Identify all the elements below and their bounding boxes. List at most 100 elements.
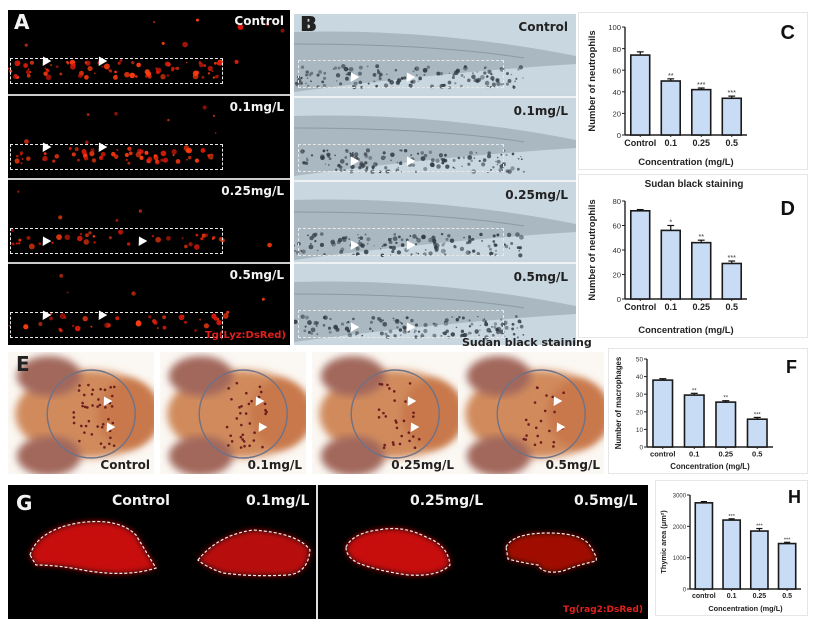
- region-of-interest-box: [298, 144, 504, 172]
- neutrophil-fluorescence: [7, 18, 285, 81]
- neutrophil-fluorescence: [8, 273, 265, 333]
- x-tick-label: 0.1: [727, 593, 737, 600]
- significance-marker: ***: [728, 88, 737, 97]
- g-cond-01: 0.1mg/L: [246, 493, 310, 509]
- y-tick-label: 60: [613, 66, 622, 75]
- significance-marker: **: [698, 232, 704, 241]
- larva-head-stain: [319, 356, 458, 474]
- g-cond-05: 0.5mg/L: [574, 493, 638, 509]
- bar: [722, 519, 742, 590]
- y-tick-label: 1000: [673, 556, 687, 562]
- y-tick-label: 0: [683, 587, 687, 593]
- y-tick-label: 80: [613, 197, 622, 206]
- neutrophil-fluorescence: [14, 105, 217, 165]
- a-condition-label: Control: [234, 14, 284, 28]
- significance-marker: ***: [697, 80, 706, 89]
- panel-b-row: 0.5mg/L: [293, 262, 576, 342]
- thymus-025: [345, 527, 451, 576]
- bar: [690, 241, 712, 300]
- bar: [715, 401, 737, 448]
- bar: [746, 418, 768, 448]
- a-condition-label: 0.5mg/L: [229, 268, 284, 282]
- x-axis-label: Concentration (mg/L): [708, 604, 783, 613]
- b-condition-label: 0.25mg/L: [505, 188, 568, 202]
- bar: [694, 502, 714, 590]
- panel-a-row: Control: [7, 10, 290, 92]
- panel-e-image: 0.25mg/L: [312, 352, 458, 474]
- chart-c: 0 20 40 60 80 100 Control ** 0.1 *** 0.25 *** 0.5 Con…: [578, 12, 808, 170]
- panel-a-label: A: [14, 10, 30, 34]
- x-tick-label: 0.5: [725, 138, 738, 148]
- region-of-interest-box: [298, 228, 504, 256]
- y-tick-label: 3000: [673, 493, 687, 499]
- panel-b-row: Control: [293, 14, 576, 94]
- thymus-control: [29, 520, 157, 574]
- chart-d-svg: 0 20 40 60 80 Control * 0.1 ** 0.25 *** 0.5 Concentr…: [587, 179, 795, 336]
- panel-label: C: [781, 22, 795, 44]
- panel-b-row: 0.25mg/L: [293, 180, 576, 260]
- significance-marker: *: [669, 218, 672, 227]
- panel-g: G Control 0.1mg/L 0.25mg/L 0.5mg/L Tg(ra…: [8, 485, 648, 619]
- bar: [749, 530, 769, 590]
- x-tick-label: 0.1: [664, 302, 677, 312]
- thymus-05: [505, 532, 597, 573]
- panel-g-divider: [316, 485, 318, 619]
- y-axis-label: Thymic area (μm²): [659, 510, 668, 574]
- panel-label: H: [788, 487, 801, 507]
- a-condition-label: 0.25mg/L: [221, 184, 284, 198]
- x-tick-label: Control: [624, 302, 656, 312]
- e-condition-label: 0.25mg/L: [391, 458, 454, 472]
- x-tick-label: 0.1: [664, 138, 677, 148]
- region-of-interest-box: [10, 228, 223, 254]
- panel-g-label: G: [16, 491, 33, 515]
- larva-brightfield: [293, 281, 576, 342]
- y-tick-label: 30: [636, 392, 644, 399]
- y-axis-label: Number of macrophages: [614, 356, 623, 449]
- x-axis-label: Concentration (mg/L): [638, 157, 733, 168]
- larva-head-stain: [15, 356, 154, 474]
- y-tick-label: 100: [608, 23, 621, 32]
- significance-marker: ***: [728, 253, 737, 262]
- bar: [777, 542, 797, 590]
- x-tick-label: 0.25: [692, 302, 710, 312]
- significance-marker: ***: [784, 537, 791, 543]
- x-tick-label: 0.5: [752, 450, 762, 459]
- panel-label: F: [786, 357, 797, 377]
- y-axis-label: Number of neutrophils: [587, 30, 598, 131]
- larva-brightfield: [293, 199, 576, 260]
- panel-b-row: 0.1mg/L: [293, 96, 576, 176]
- bar: [629, 54, 651, 136]
- panel-a-row: 0.25mg/L: [8, 178, 290, 260]
- chart-d: 0 20 40 60 80 Control * 0.1 ** 0.25 *** 0.5 Concentr…: [578, 174, 808, 338]
- g-cond-control: Control: [112, 493, 170, 509]
- panel-b-label: B: [300, 12, 316, 36]
- e-condition-label: 0.1mg/L: [247, 458, 302, 472]
- b-condition-label: 0.1mg/L: [513, 104, 568, 118]
- thymus-images: [29, 520, 597, 577]
- y-tick-label: 40: [636, 374, 644, 381]
- bar: [690, 88, 712, 136]
- panel-b-label: B: [302, 12, 318, 36]
- x-tick-label: control: [692, 593, 716, 600]
- a-condition-label: 0.1mg/L: [229, 100, 284, 114]
- panel-g-reporter: Tg(rag2:DsRed): [563, 605, 643, 615]
- larva-brightfield: [293, 115, 576, 176]
- bar: [660, 80, 682, 136]
- e-condition-label: 0.5mg/L: [545, 458, 600, 472]
- panel-e-image: Control: [8, 352, 154, 474]
- panel-b-footer: Sudan black staining: [462, 336, 592, 349]
- panel-e-image: 0.5mg/L: [458, 352, 604, 474]
- larva-head-stain: [167, 356, 306, 474]
- panel-a-reporter: Tg(Lyz:DsRed): [204, 330, 286, 341]
- panel-a-row: 0.1mg/L: [8, 94, 290, 176]
- significance-marker: ***: [728, 514, 735, 520]
- x-tick-label: control: [650, 450, 675, 459]
- bar: [683, 394, 705, 448]
- x-tick-label: 0.25: [753, 593, 767, 600]
- region-of-interest-box: [10, 312, 223, 338]
- panel-a-row: 0.5mg/L Tg(Lyz:DsRed): [8, 262, 290, 344]
- panel-e-label: E: [16, 352, 30, 376]
- y-tick-label: 40: [613, 246, 622, 255]
- x-tick-label: 0.1: [689, 450, 699, 459]
- x-tick-label: 0.25: [692, 138, 710, 148]
